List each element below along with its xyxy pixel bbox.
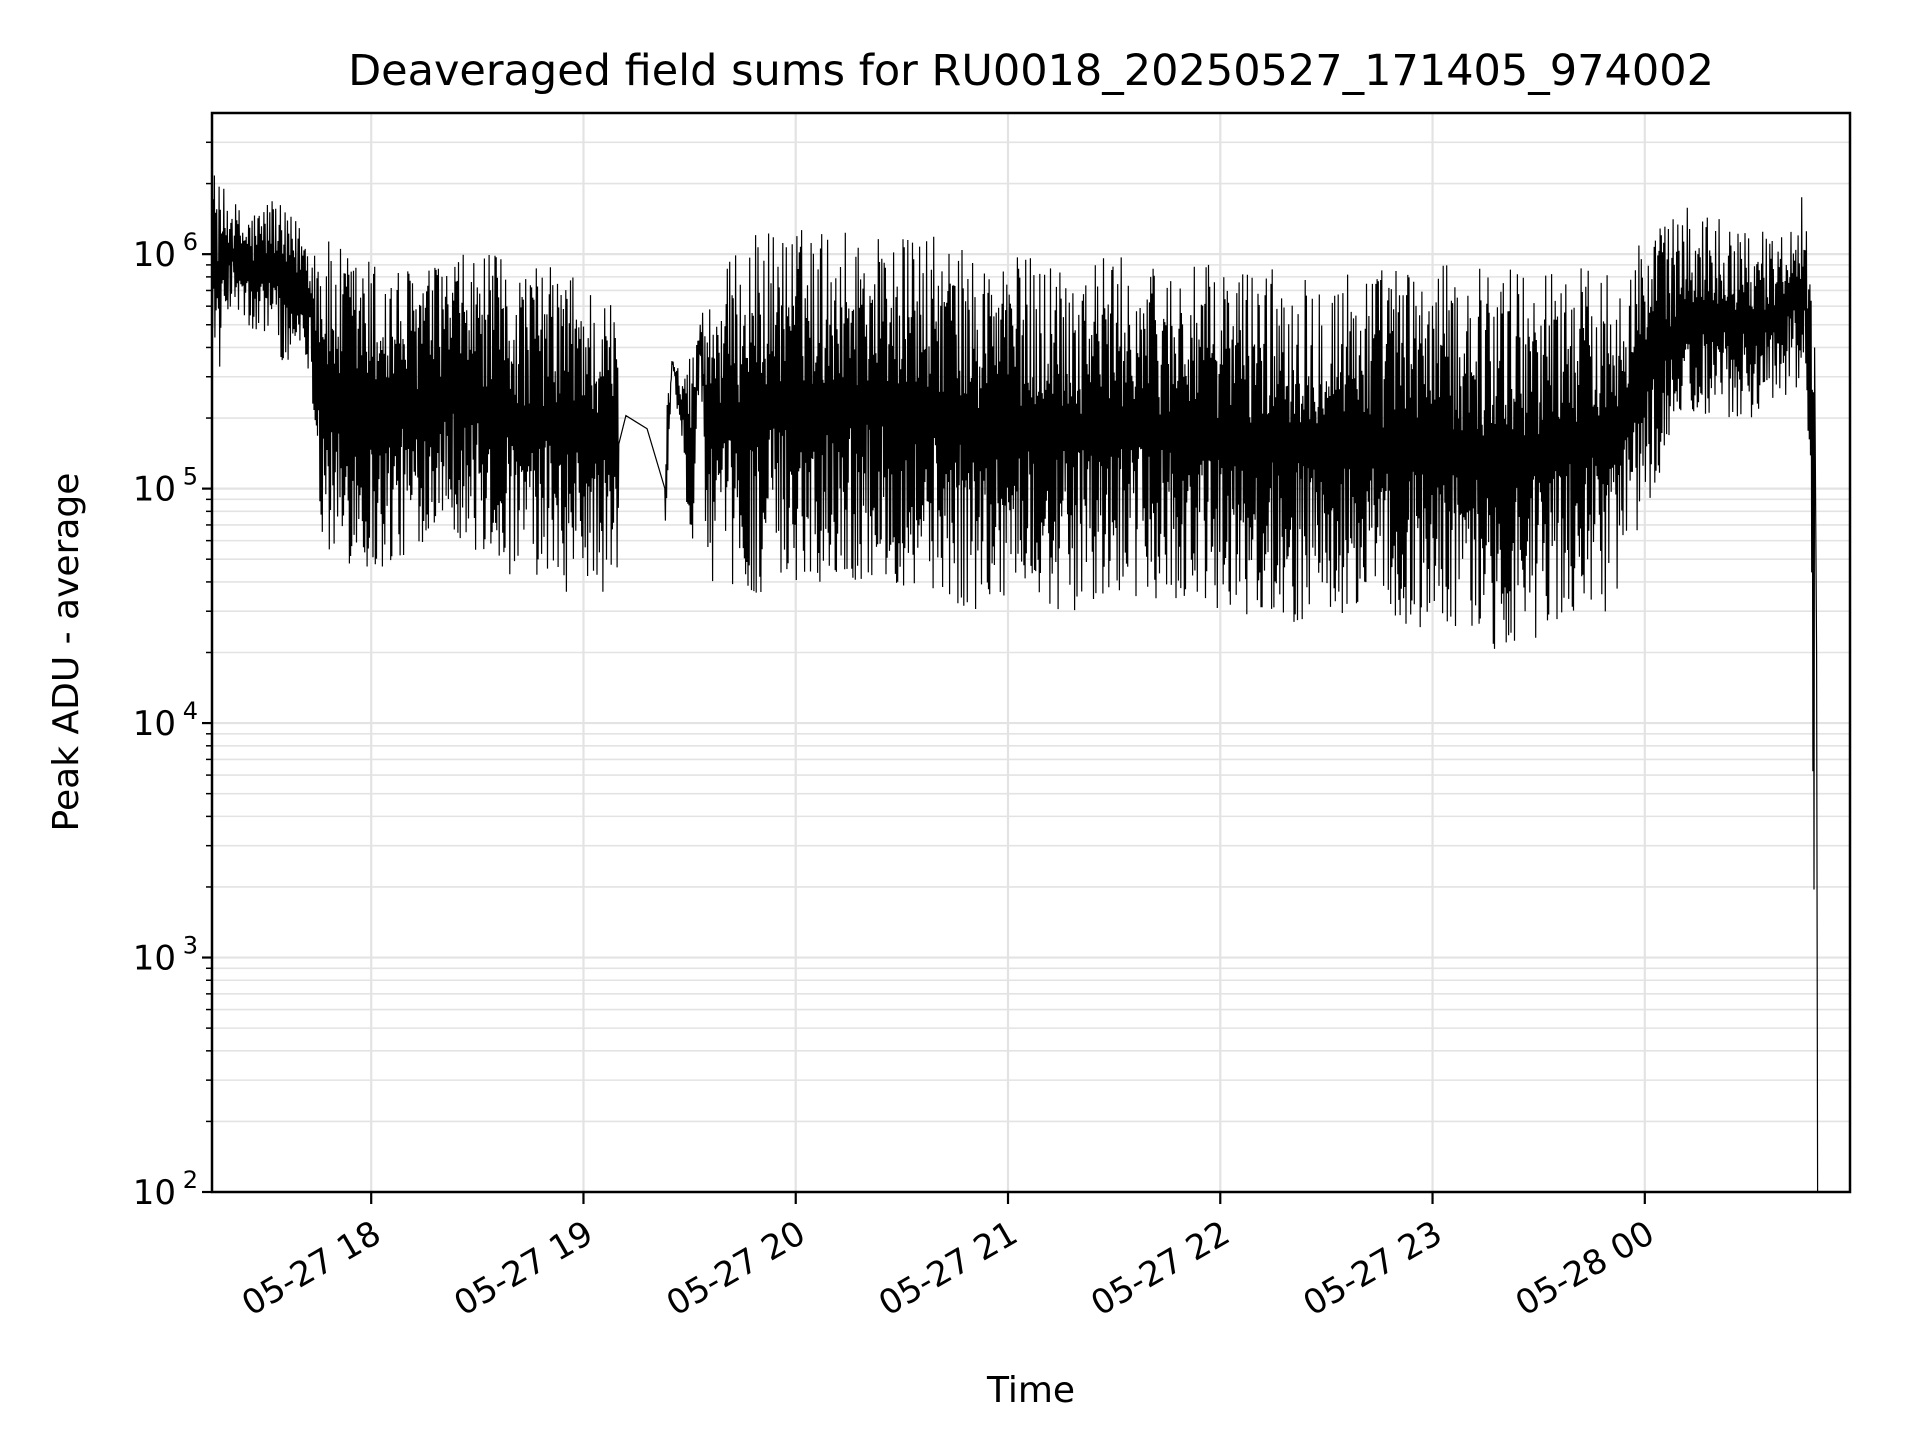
y-tick-label: 10 [133,470,176,510]
x-axis-label: Time [986,1370,1075,1411]
y-tick-label: 10 [133,235,176,275]
series-layer [211,175,1819,1193]
y-tick-label: 10 [133,1173,176,1213]
y-tick-exponent: 5 [183,463,198,491]
y-tick-exponent: 2 [183,1166,198,1194]
y-axis-label: Peak ADU - average [46,473,87,832]
y-tick-label: 10 [133,939,176,979]
y-tick-exponent: 4 [183,697,198,725]
series-line [211,175,1819,1193]
y-tick-label: 10 [133,704,176,744]
chart-title: Deaveraged field sums for RU0018_2025052… [348,46,1714,96]
y-tick-exponent: 6 [183,228,198,256]
y-tick-exponent: 3 [183,932,198,960]
